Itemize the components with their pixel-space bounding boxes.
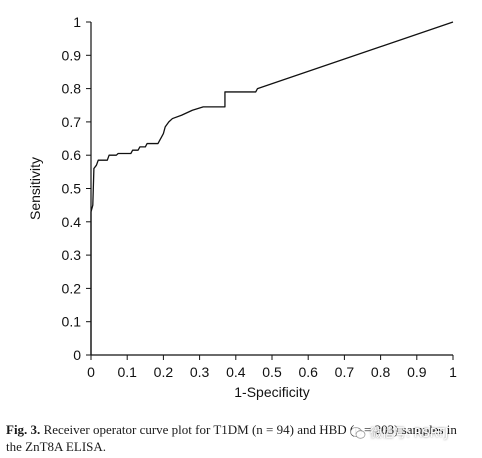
y-tick-label: 0 <box>73 347 81 363</box>
y-tick-label: 0.2 <box>62 280 82 296</box>
y-tick-label: 0.4 <box>62 214 82 230</box>
y-tick-label: 0.9 <box>62 47 82 63</box>
y-tick-label: 0.1 <box>62 314 82 330</box>
y-tick-label: 0.8 <box>62 81 82 97</box>
roc-curve-line <box>90 21 454 355</box>
x-tick-label: 0.8 <box>371 364 391 380</box>
y-tick-label: 0.7 <box>62 114 82 130</box>
y-tick-label: 1 <box>73 14 81 30</box>
x-axis-label: 1-Specificity <box>234 384 309 400</box>
x-tick-label: 0.9 <box>407 364 427 380</box>
x-axis: 0 0.1 0.2 0.3 0.4 0.5 0.6 0.7 0.8 0.9 1 <box>87 354 457 380</box>
watermark-text: 微信号: RSRTJ <box>370 426 449 440</box>
x-tick-label: 0.4 <box>226 364 246 380</box>
x-tick-label: 0.1 <box>117 364 137 380</box>
y-axis: 0 0.1 0.2 0.3 0.4 0.5 0.6 0.7 0.8 0.9 1 <box>62 14 92 363</box>
y-axis-label: Sensitivity <box>27 157 43 220</box>
x-tick-label: 1 <box>449 364 457 380</box>
y-tick-label: 0.3 <box>62 247 82 263</box>
x-tick-label: 0.7 <box>335 364 355 380</box>
x-tick-label: 0.5 <box>262 364 282 380</box>
roc-chart: 0 0.1 0.2 0.3 0.4 0.5 0.6 0.7 0.8 0.9 1 0 0.1 0.2 0.3… <box>27 14 457 400</box>
x-tick-label: 0 <box>87 364 95 380</box>
watermark: 微信号: RSRTJ <box>350 424 448 441</box>
series-layer <box>90 21 454 355</box>
y-tick-label: 0.6 <box>62 147 82 163</box>
x-tick-label: 0.6 <box>298 364 318 380</box>
x-tick-label: 0.2 <box>154 364 174 380</box>
y-tick-label: 0.5 <box>62 181 82 197</box>
chat-bubble-icon <box>350 426 366 439</box>
figure-label: Fig. 3. <box>6 422 41 437</box>
x-tick-label: 0.3 <box>190 364 210 380</box>
